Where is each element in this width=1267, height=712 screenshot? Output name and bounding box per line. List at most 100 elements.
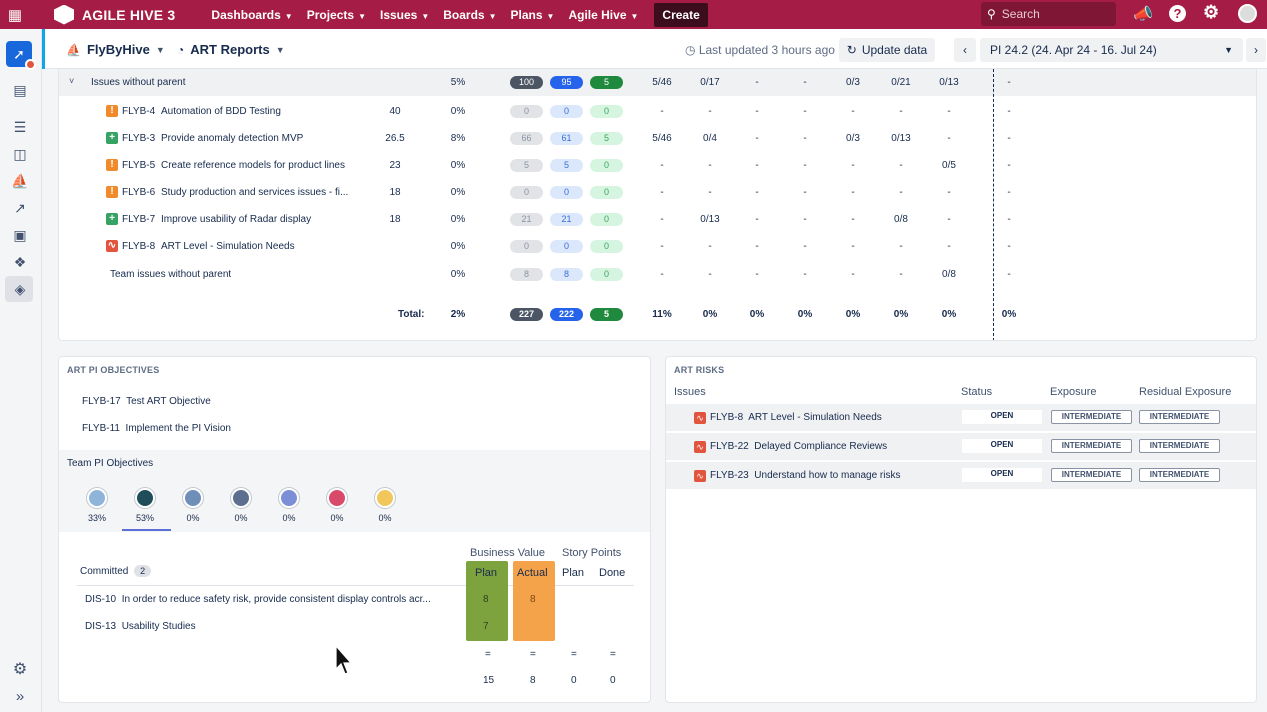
next-pi-button[interactable]: › [1246,38,1266,62]
issue-row[interactable]: + FLYB-3 Provide anomaly detection MVP 26.5… [59,125,1256,152]
issue-type-icon: ! [106,186,118,198]
iteration-progress-cell: 0% [702,309,718,320]
settings-gear-icon[interactable]: ⚙ [1203,2,1220,22]
expand-sidebar-icon[interactable]: » [15,688,25,705]
risk-row[interactable]: ∿ FLYB-8 ART Level - Simulation Needs OPEN… [666,404,1256,432]
risk-row[interactable]: ∿ FLYB-22 Delayed Compliance Reviews OPEN I… [666,433,1256,461]
issue-key[interactable]: FLYB-4 [122,106,156,117]
previous-pi-button[interactable]: ‹ [954,38,976,62]
team-avatar-icon[interactable] [279,488,299,508]
team-avatar-icon[interactable] [231,488,251,508]
risk-title[interactable]: FLYB-8 ART Level - Simulation Needs [710,412,882,423]
ship-icon[interactable]: ⛵ [11,173,29,189]
layers-icon[interactable]: ☰ [13,119,27,135]
iteration-progress-cell: - [851,106,855,117]
issue-summary[interactable]: Study production and services issues - f… [161,187,349,198]
total-row[interactable]: Total: 2% 227 222 5 11% 0% 0% 0% 0% 0% 0% 0% [59,301,1256,328]
app-switcher-icon[interactable]: ▦ [7,6,23,24]
issue-summary[interactable]: Create reference models for product line… [161,160,345,171]
issue-key[interactable]: FLYB-6 [122,187,156,198]
report-selector[interactable]: ◔ ART Reports ▼ [177,42,285,57]
create-button[interactable]: Create [654,2,708,27]
issue-key[interactable]: FLYB-7 [122,214,156,225]
issue-summary[interactable]: Provide anomaly detection MVP [161,133,304,144]
notification-dot [25,59,36,70]
risk-row[interactable]: ∿ FLYB-23 Understand how to manage risks O… [666,462,1256,490]
user-avatar[interactable] [1238,4,1257,23]
pi-selector[interactable]: PI 24.2 (24. Apr 24 - 16. Jul 24) ▼ [980,38,1243,62]
update-data-button[interactable]: ↻ Update data [839,38,935,62]
committed-label: Committed [80,566,129,577]
iteration-progress-cell: - [803,187,807,198]
issue-count-pill: 0 [590,159,623,172]
sum-sign: = [485,649,491,660]
nav-dashboards[interactable]: Dashboards ▼ [211,8,292,22]
team-avatar-icon[interactable] [135,488,155,508]
issue-count-pill: 0 [550,105,583,118]
team-avatar-icon[interactable] [183,488,203,508]
search-input[interactable]: ⚲ Search [981,2,1116,26]
group-row[interactable]: ˅ Issues without parent 5% 100 95 5 5/46 0/17 - -… [59,69,1256,96]
nav-projects[interactable]: Projects ▼ [307,8,366,22]
announcements-icon[interactable]: 📣 [1133,6,1153,23]
risk-key: FLYB-23 [710,470,749,481]
iteration-progress-cell: - [755,269,759,280]
backlog-icon[interactable]: ▤ [13,82,27,98]
issue-key[interactable]: FLYB-8 [122,241,156,252]
team-avatar-icon[interactable] [375,488,395,508]
settings-gear-icon[interactable]: ⚙ [12,661,28,678]
project-selector[interactable]: ⛵ FlyByHive ▼ [66,42,165,57]
issue-row[interactable]: ! FLYB-5 Create reference models for produ… [59,152,1256,179]
issue-summary[interactable]: Automation of BDD Testing [161,106,281,117]
issue-summary[interactable]: Improve usability of Radar display [161,214,312,225]
reports-chart-icon[interactable]: ↗ [14,200,26,216]
issue-count-pill: 21 [510,213,543,226]
project-app-icon[interactable]: ➚ [6,41,36,70]
puzzle-icon[interactable]: ❖ [13,254,27,270]
risk-type-icon: ∿ [694,412,706,424]
iteration-progress-cell: 0% [749,309,765,320]
refresh-icon: ↻ [846,43,857,57]
art-pi-objectives-panel: ART PI OBJECTIVES FLYB-17 Test ART Objec… [58,356,651,703]
presentation-icon[interactable]: ▣ [13,227,27,243]
help-icon[interactable]: ? [1169,5,1186,22]
art-objective-item[interactable]: FLYB-11 Implement the PI Vision [82,423,231,434]
nav-issues[interactable]: Issues ▼ [380,8,429,22]
team-progress-percent: 33% [87,513,106,523]
issue-row[interactable]: + FLYB-7 Improve usability of Radar displa… [59,206,1256,233]
issue-row[interactable]: ! FLYB-6 Study production and services iss… [59,179,1256,206]
issue-key[interactable]: FLYB-3 [122,133,156,144]
iteration-progress-cell: - [660,241,664,252]
risk-title[interactable]: FLYB-23 Understand how to manage risks [710,470,900,481]
issue-key[interactable]: FLYB-5 [122,160,156,171]
team-objectives-strip [59,450,650,532]
nav-agile-hive[interactable]: Agile Hive ▼ [568,8,638,22]
art-objective-item[interactable]: FLYB-17 Test ART Objective [82,396,211,407]
issue-row[interactable]: ∿ FLYB-8 ART Level - Simulation Needs 0% 0 0 0… [59,233,1256,260]
issue-count-pill: 5 [510,159,543,172]
risk-type-icon: ∿ [694,470,706,482]
iteration-progress-cell: - [1007,77,1011,88]
team-objective-row[interactable]: DIS-10 In order to reduce safety risk, p… [85,594,431,605]
exposure-column-header: Exposure [1050,386,1097,398]
art-stack-icon[interactable]: ◈ [14,281,26,297]
nav-boards[interactable]: Boards ▼ [443,8,496,22]
risk-title[interactable]: FLYB-22 Delayed Compliance Reviews [710,441,887,452]
issue-count-pill: 100 [510,76,543,89]
chevron-down-icon[interactable]: ˅ [69,76,75,86]
iteration-progress-cell: - [708,106,712,117]
team-avatar-icon[interactable] [327,488,347,508]
total-label: Total: [398,309,425,320]
sum-sign: = [610,649,616,660]
board-icon[interactable]: ◫ [13,146,27,162]
team-issues-row[interactable]: Team issues without parent 0% 8 8 0- - - - - -0/8… [59,261,1256,288]
team-objective-row[interactable]: DIS-13 Usability Studies [85,621,196,632]
iteration-progress-cell: - [947,106,951,117]
iteration-progress-cell: 0/3 [846,77,860,88]
nav-plans[interactable]: Plans ▼ [511,8,555,22]
brand-logo[interactable]: AGILE HIVE 3 [54,4,175,25]
group-label[interactable]: Issues without parent [91,77,186,88]
issue-row[interactable]: ! FLYB-4 Automation of BDD Testing 40 0% 0 0 0-… [59,98,1256,125]
team-avatar-icon[interactable] [87,488,107,508]
issue-summary[interactable]: ART Level - Simulation Needs [161,241,295,252]
